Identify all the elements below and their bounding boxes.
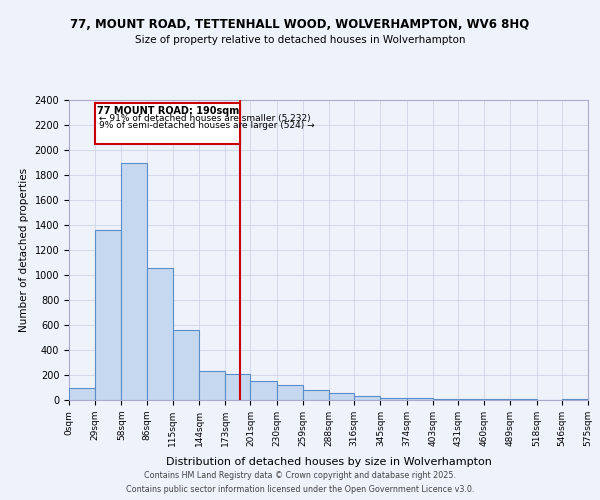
- Bar: [433, 399, 458, 400]
- Bar: [329, 393, 354, 400]
- Text: Contains public sector information licensed under the Open Government Licence v3: Contains public sector information licen…: [126, 484, 474, 494]
- Bar: [95, 102, 241, 144]
- Bar: [380, 398, 407, 400]
- Text: 77, MOUNT ROAD, TETTENHALL WOOD, WOLVERHAMPTON, WV6 8HQ: 77, MOUNT ROAD, TETTENHALL WOOD, WOLVERH…: [70, 18, 530, 32]
- Bar: [225, 374, 250, 400]
- Text: 9% of semi-detached houses are larger (524) →: 9% of semi-detached houses are larger (5…: [99, 120, 314, 130]
- Text: Size of property relative to detached houses in Wolverhampton: Size of property relative to detached ho…: [135, 35, 465, 45]
- Bar: [146, 268, 173, 400]
- Bar: [173, 330, 199, 400]
- Bar: [199, 371, 225, 400]
- Bar: [354, 396, 380, 400]
- Bar: [250, 380, 277, 400]
- Text: ← 91% of detached houses are smaller (5,232): ← 91% of detached houses are smaller (5,…: [99, 114, 310, 122]
- Bar: [121, 162, 146, 400]
- X-axis label: Distribution of detached houses by size in Wolverhampton: Distribution of detached houses by size …: [166, 457, 491, 467]
- Bar: [277, 385, 303, 400]
- Bar: [69, 388, 95, 400]
- Y-axis label: Number of detached properties: Number of detached properties: [19, 168, 29, 332]
- Bar: [95, 230, 121, 400]
- Text: 77 MOUNT ROAD: 190sqm: 77 MOUNT ROAD: 190sqm: [97, 106, 239, 116]
- Bar: [303, 390, 329, 400]
- Text: Contains HM Land Registry data © Crown copyright and database right 2025.: Contains HM Land Registry data © Crown c…: [144, 472, 456, 480]
- Bar: [407, 398, 433, 400]
